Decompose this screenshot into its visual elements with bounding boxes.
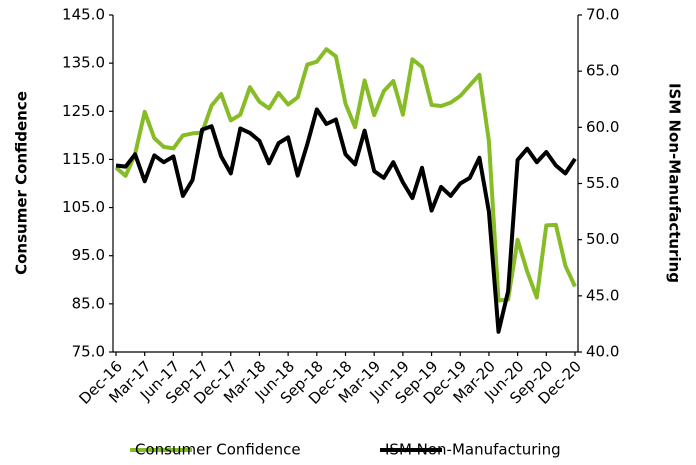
y2-tick-label: 45.0 — [586, 286, 619, 304]
y2-tick-label: 60.0 — [586, 118, 619, 136]
y-tick-label: 95.0 — [72, 246, 105, 264]
y-tick-label: 135.0 — [62, 54, 105, 72]
y-axis-title: Consumer Confidence — [13, 91, 31, 275]
y-tick-label: 145.0 — [62, 6, 105, 24]
y2-axis-title: ISM Non-Manufacturing — [666, 83, 684, 283]
y2-tick-label: 55.0 — [586, 174, 619, 192]
legend-label: Consumer Confidence — [135, 441, 301, 459]
y-tick-label: 115.0 — [62, 150, 105, 168]
y2-tick-label: 50.0 — [586, 230, 619, 248]
y2-tick-label: 65.0 — [586, 62, 619, 80]
y-tick-label: 75.0 — [72, 343, 105, 361]
y-tick-label: 125.0 — [62, 102, 105, 120]
line-series — [115, 107, 577, 334]
y-tick-label: 85.0 — [72, 294, 105, 312]
y-tick-label: 105.0 — [62, 198, 105, 216]
line-series — [114, 47, 577, 303]
y2-tick-label: 70.0 — [586, 6, 619, 24]
y2-tick-label: 40.0 — [586, 343, 619, 361]
legend-label: ISM Non-Manufacturing — [385, 441, 561, 459]
